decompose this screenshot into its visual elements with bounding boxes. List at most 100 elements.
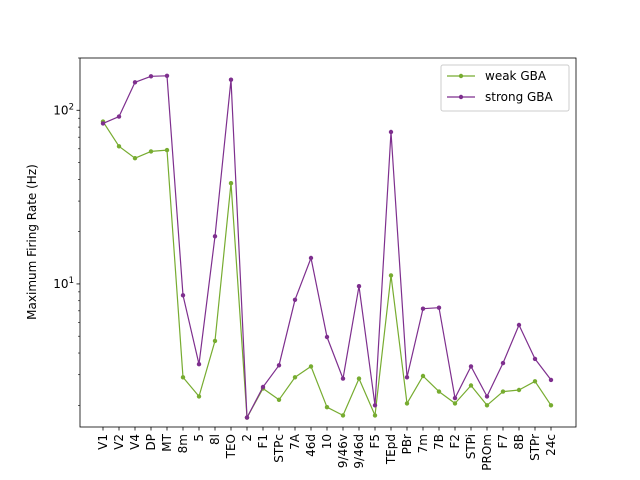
x-tick-label: 7m (416, 434, 430, 453)
data-point (452, 401, 458, 406)
data-point (468, 383, 474, 388)
data-point (516, 322, 522, 328)
x-tick-label: TEO (224, 434, 238, 459)
data-point (500, 360, 506, 366)
x-tick-label: 24c (544, 434, 558, 456)
data-point (132, 156, 138, 161)
data-point (308, 364, 314, 369)
data-point (228, 77, 234, 82)
x-tick-label: 8m (176, 434, 190, 453)
legend-entry: strong GBA (447, 90, 554, 104)
y-axis-label: Maximum Firing Rate (Hz) (25, 164, 39, 320)
x-tick-label: V4 (128, 434, 142, 450)
x-tick-label: STPr (528, 434, 542, 461)
data-point (180, 293, 186, 298)
x-tick-label: DP (144, 434, 158, 450)
data-point (148, 149, 154, 154)
data-point (356, 284, 362, 289)
data-point (196, 362, 202, 367)
data-point (116, 114, 122, 119)
data-point (484, 403, 490, 408)
data-point (356, 376, 362, 381)
x-tick-label: 7B (432, 434, 446, 450)
x-axis: V1 V2 V4 DP MT 8m 5 8l TEO 2 F1 STPc 7A 46d 10 9/46v 9/4… (96, 427, 558, 471)
x-tick-label: PROm (480, 434, 494, 471)
data-point (548, 403, 554, 408)
x-tick-label: 8B (512, 434, 526, 450)
data-point (388, 273, 394, 278)
x-tick-label: F2 (448, 434, 462, 449)
data-point (292, 297, 298, 302)
x-tick-label: PBr (400, 434, 414, 454)
series-layer (100, 73, 554, 420)
data-point (548, 377, 554, 383)
x-tick-label: TEpd (384, 434, 398, 465)
data-point (532, 379, 538, 384)
data-point (276, 363, 282, 368)
x-tick-label: 46d (304, 434, 318, 457)
x-tick-label: 7A (288, 433, 302, 450)
data-point (100, 121, 106, 126)
x-tick-label: MT (160, 433, 174, 451)
data-point (212, 234, 218, 239)
data-point (532, 356, 538, 362)
x-tick-label: STPi (464, 434, 478, 459)
x-tick-label: F5 (368, 434, 382, 449)
data-point (452, 395, 458, 401)
legend-marker (458, 73, 464, 79)
data-point (436, 305, 442, 310)
x-tick-label: F7 (496, 434, 510, 449)
data-point (372, 413, 378, 418)
legend-label: weak GBA (485, 69, 547, 83)
data-point (324, 334, 330, 340)
x-tick-label: 9/46v (336, 434, 350, 468)
data-point (468, 364, 474, 369)
plot-frame (79, 57, 577, 428)
data-point (228, 181, 234, 186)
y-tick-label: 102 (53, 102, 74, 117)
x-tick-label: 5 (192, 434, 206, 442)
y-tick-label: 101 (53, 276, 74, 291)
data-point (500, 389, 506, 394)
data-point (276, 397, 282, 402)
x-tick-label: 8l (208, 434, 222, 445)
data-point (340, 376, 346, 381)
x-tick-label: F1 (256, 434, 270, 449)
data-point (180, 375, 186, 380)
data-point (308, 255, 314, 261)
legend-label: strong GBA (485, 90, 554, 104)
data-point (212, 338, 218, 344)
data-point (164, 73, 170, 79)
legend: weak GBA strong GBA (440, 64, 570, 112)
data-point (340, 413, 346, 418)
legend-entry: weak GBA (447, 69, 547, 83)
data-point (436, 389, 442, 394)
legend-marker (458, 94, 464, 100)
data-point (388, 129, 394, 135)
data-point (244, 415, 250, 420)
data-point (404, 375, 410, 380)
data-point (164, 147, 170, 153)
data-point (404, 401, 410, 406)
data-point (372, 403, 378, 408)
data-point (116, 144, 122, 149)
series-1 (100, 73, 554, 420)
data-point (420, 373, 426, 379)
data-point (420, 306, 426, 311)
data-point (196, 394, 202, 399)
data-point (132, 80, 138, 85)
data-point (324, 405, 330, 410)
x-tick-label: STPc (272, 434, 286, 463)
x-tick-label: 9/46d (352, 434, 366, 469)
x-tick-label: 10 (320, 434, 334, 449)
x-tick-label: V1 (96, 434, 110, 450)
x-tick-label: V2 (112, 434, 126, 450)
data-point (516, 387, 522, 393)
data-point (484, 394, 490, 399)
data-point (148, 74, 154, 79)
data-point (292, 375, 298, 380)
x-tick-label: 2 (240, 434, 254, 442)
data-point (260, 384, 266, 390)
y-axis: 101 102 (53, 57, 80, 406)
